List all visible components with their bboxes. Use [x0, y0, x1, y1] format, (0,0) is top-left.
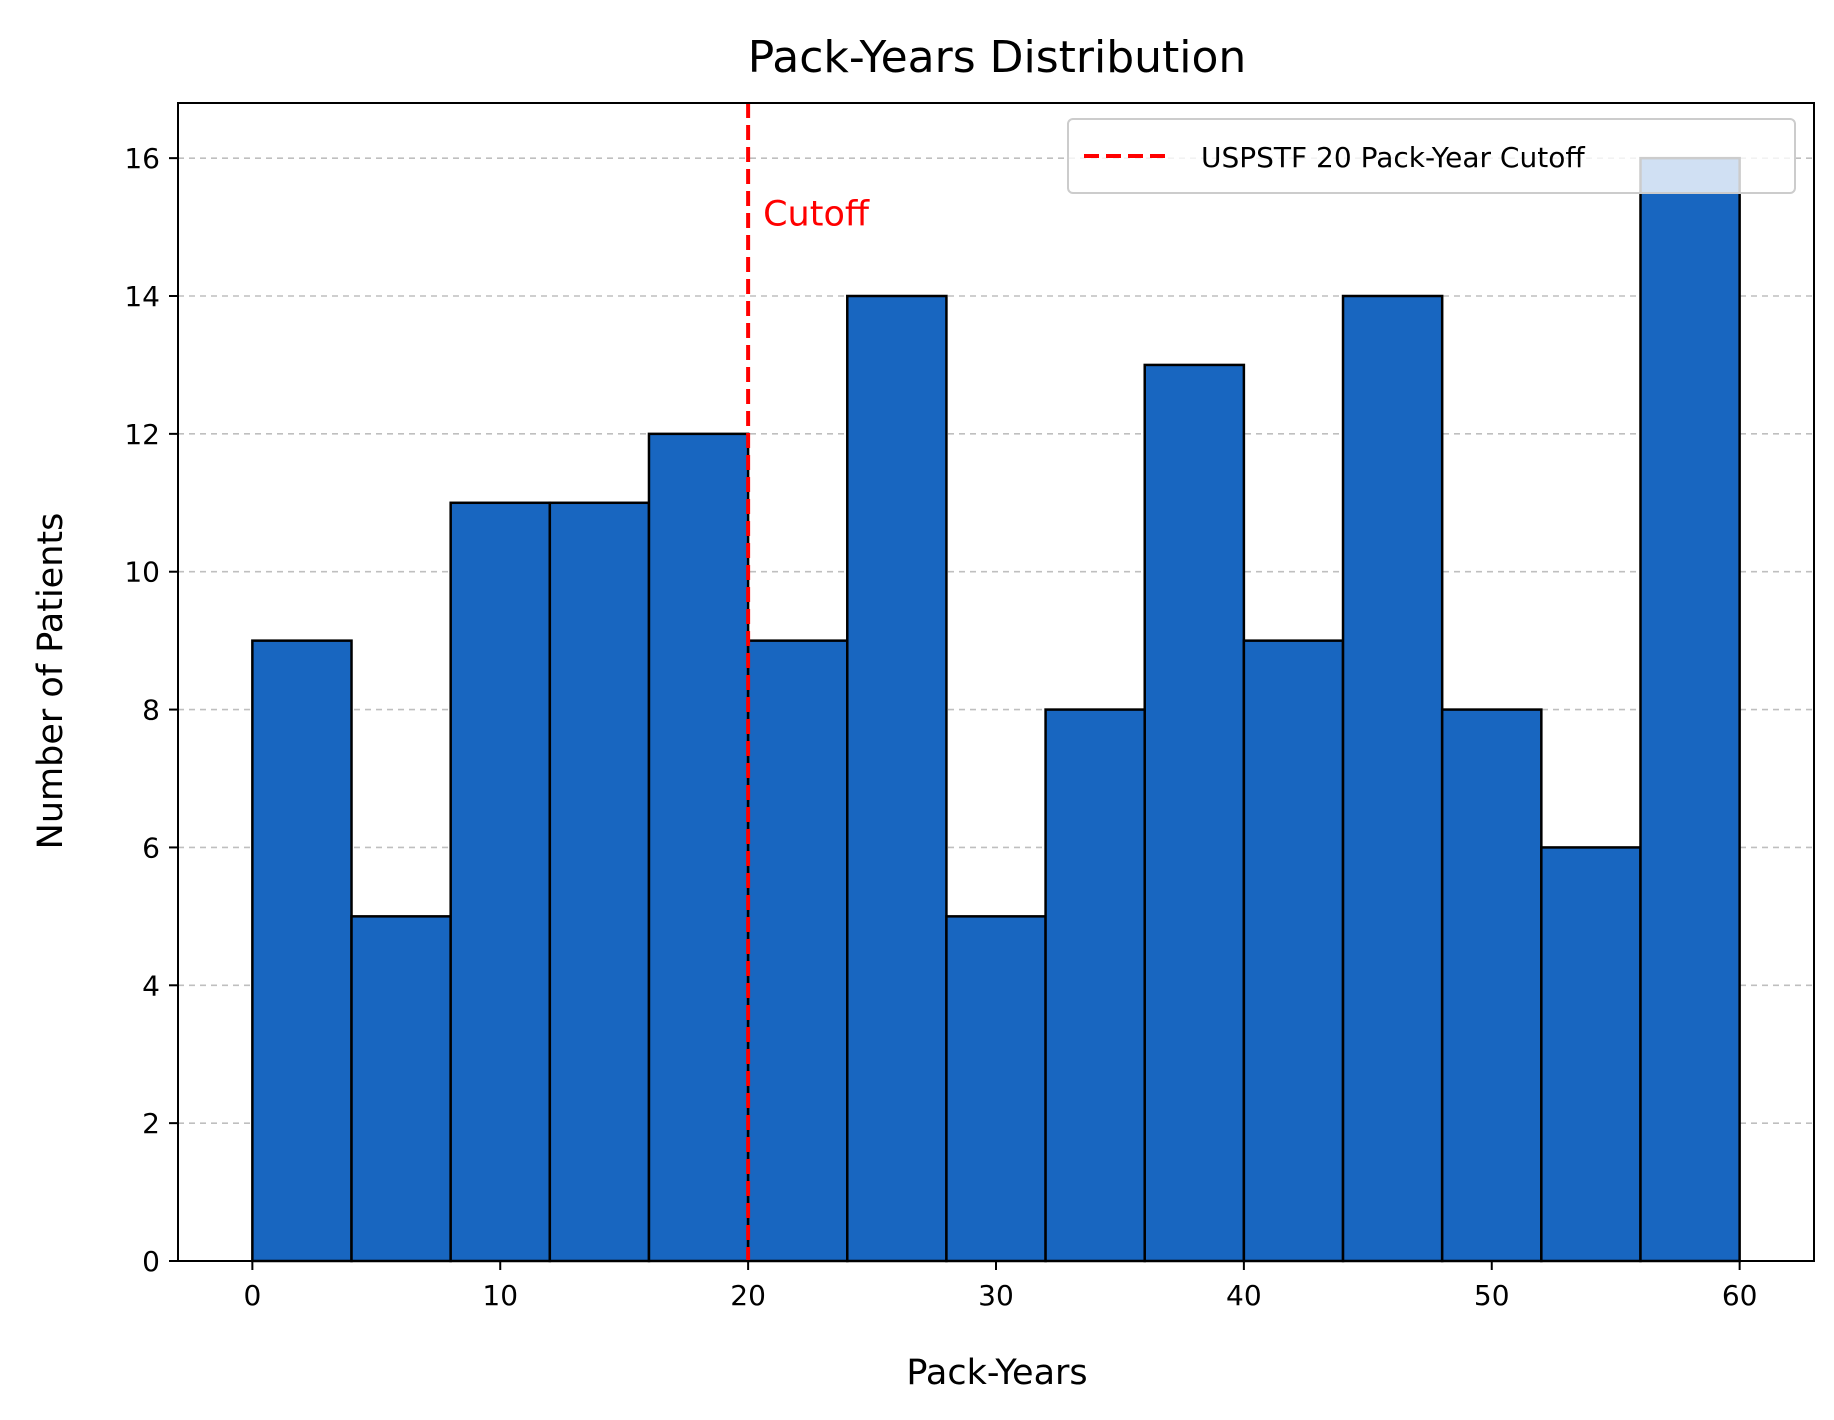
histogram-bar [846, 294, 948, 1263]
histogram-bar [1143, 363, 1246, 1263]
histogram-bar [746, 639, 849, 1263]
histogram-bars [251, 156, 1741, 1263]
legend: USPSTF 20 Pack-Year Cutoff [1067, 118, 1796, 194]
x-tick-label: 30 [978, 1279, 1014, 1312]
histogram-bar [1044, 708, 1146, 1263]
histogram-bar [647, 432, 750, 1263]
histogram-bar [1242, 639, 1345, 1263]
cutoff-annotation: Cutoff [763, 194, 870, 234]
y-tick-label: 16 [124, 142, 160, 175]
histogram-bar [1440, 708, 1543, 1263]
x-tick-label: 0 [243, 1279, 261, 1312]
y-axis-ticks: 0 2 4 6 8 10 12 14 16 [124, 142, 178, 1278]
x-tick-label: 20 [730, 1279, 766, 1312]
y-tick-label: 4 [142, 969, 160, 1002]
histogram-bar [449, 501, 552, 1263]
x-tick-label: 40 [1226, 1279, 1262, 1312]
legend-cutoff-label: USPSTF 20 Pack-Year Cutoff [1201, 141, 1585, 174]
chart-title: Pack-Years Distribution [748, 32, 1247, 83]
y-tick-label: 2 [142, 1107, 160, 1140]
x-axis-label: Pack-Years [906, 1353, 1087, 1393]
y-tick-label: 8 [142, 694, 160, 727]
y-axis-label: Number of Patients [31, 513, 71, 850]
y-tick-label: 14 [124, 280, 160, 313]
histogram-bar [548, 501, 651, 1263]
cutoff-layer: Cutoff [746, 103, 870, 1261]
histogram-bar [251, 639, 353, 1263]
y-tick-label: 0 [142, 1245, 160, 1278]
legend-box [1067, 118, 1796, 194]
x-tick-label: 50 [1474, 1279, 1510, 1312]
histogram-bar [1639, 156, 1741, 1263]
x-tick-label: 10 [482, 1279, 518, 1312]
histogram-bar [945, 915, 1047, 1263]
x-axis-ticks: 0 10 20 30 40 50 60 [243, 1261, 1757, 1312]
x-tick-label: 60 [1722, 1279, 1758, 1312]
y-tick-label: 10 [124, 556, 160, 589]
y-tick-label: 6 [142, 831, 160, 864]
y-tick-label: 12 [124, 418, 160, 451]
histogram-bar [1341, 294, 1444, 1263]
histogram-bar [1540, 846, 1642, 1263]
histogram-bar [350, 915, 452, 1263]
